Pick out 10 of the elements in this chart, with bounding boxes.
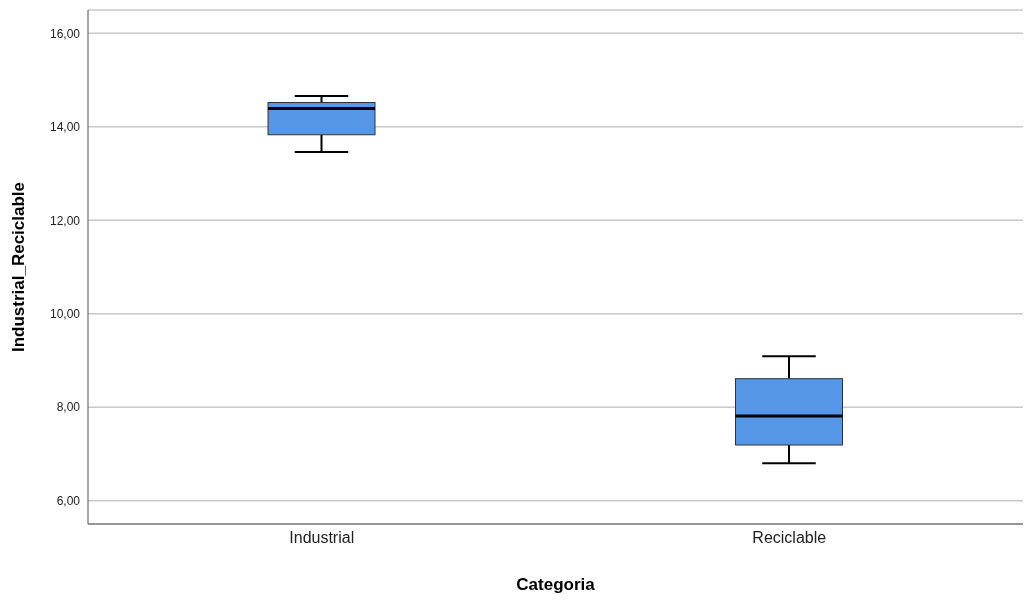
y-tick-label: 12,00	[49, 213, 81, 228]
x-tick-label: Reciclable	[752, 529, 827, 547]
x-axis-title: Categoria	[516, 575, 596, 594]
y-axis-title: Industrial_Reciclable	[9, 181, 29, 353]
y-tick-label: 10,00	[49, 306, 81, 321]
y-tick-label: 16,00	[49, 26, 81, 41]
x-tick-label: Industrial	[289, 529, 355, 547]
y-tick-label: 14,00	[49, 120, 81, 135]
y-tick-label: 6,00	[56, 493, 81, 508]
y-tick-label: 8,00	[56, 400, 81, 415]
